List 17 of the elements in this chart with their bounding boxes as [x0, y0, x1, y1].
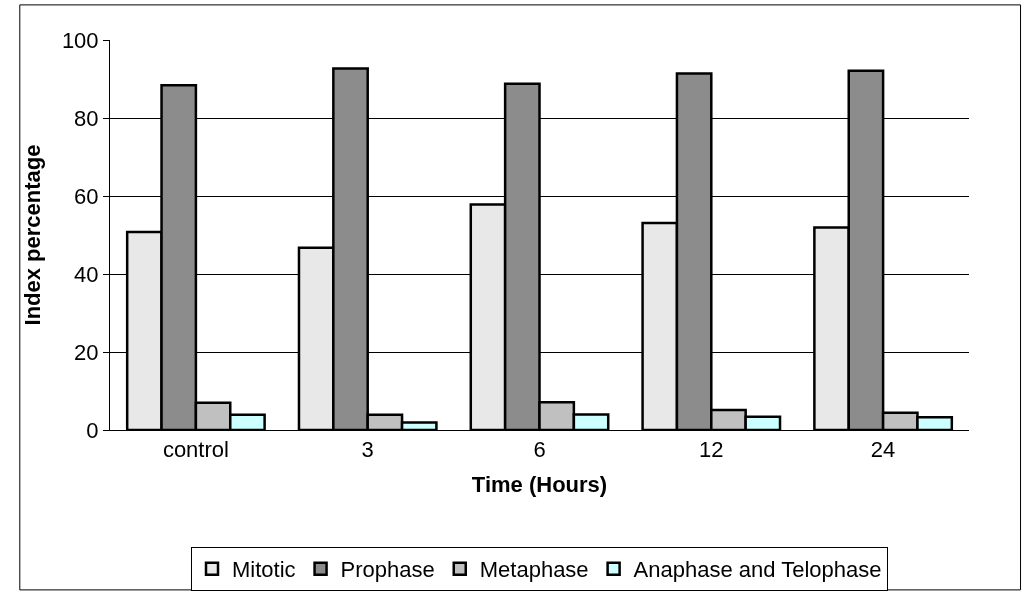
legend-label: Prophase [340, 557, 435, 583]
legend-label: Mitotic [232, 557, 296, 583]
y-tick-label: 100 [61, 27, 99, 53]
x-tick-label: 24 [870, 437, 896, 463]
y-tick-label: 60 [74, 183, 99, 209]
y-tick-label: 0 [86, 417, 99, 443]
legend-label: Metaphase [479, 557, 589, 583]
x-tick-label: 6 [533, 437, 546, 463]
x-axis-title: Time (Hours) [471, 472, 608, 498]
x-tick-label: 3 [361, 437, 374, 463]
y-axis-title: Index percentage [19, 144, 45, 326]
y-tick-label: 40 [74, 261, 99, 287]
x-tick-label: control [162, 437, 229, 463]
legend-label: Anaphase and Telophase [633, 557, 882, 583]
x-tick-label: 12 [699, 437, 724, 463]
y-tick-label: 20 [74, 339, 99, 365]
y-tick-label: 80 [74, 105, 99, 131]
